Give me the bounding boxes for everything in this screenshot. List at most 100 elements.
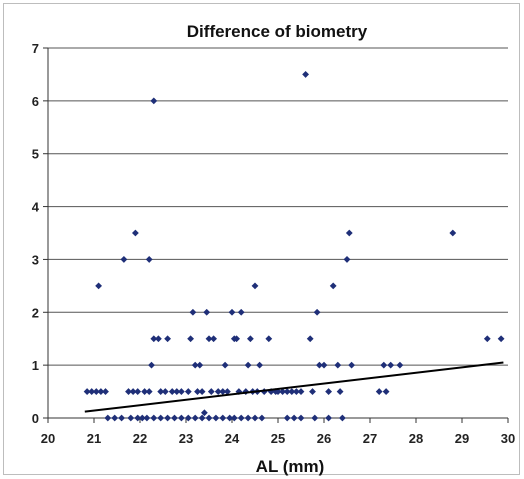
data-point (339, 414, 346, 422)
data-point (184, 388, 192, 395)
data-point (97, 388, 105, 395)
data-point (104, 414, 112, 422)
data-point (226, 414, 234, 422)
data-point (210, 335, 217, 343)
data-point (265, 335, 273, 343)
x-tick-label: 23 (179, 431, 193, 446)
x-tick-label: 30 (501, 431, 515, 446)
data-point (203, 308, 211, 316)
data-point (198, 388, 206, 395)
data-point (134, 414, 142, 422)
data-point (497, 335, 505, 343)
data-point (258, 414, 266, 422)
data-point (92, 388, 100, 395)
data-point (345, 229, 353, 237)
data-point (274, 388, 282, 395)
data-point (150, 335, 158, 343)
data-point (309, 388, 316, 395)
data-point (219, 388, 227, 395)
data-point (325, 414, 332, 422)
data-point (120, 256, 128, 263)
data-point (387, 361, 395, 369)
data-point (343, 256, 351, 263)
data-point (127, 414, 135, 422)
data-point (168, 388, 176, 395)
data-point (449, 229, 457, 237)
data-point (157, 414, 165, 422)
data-point (111, 414, 119, 422)
data-point (237, 414, 245, 422)
data-point (191, 414, 199, 422)
data-points (83, 71, 505, 422)
data-point (233, 335, 240, 343)
data-point (145, 256, 153, 263)
data-point (313, 308, 321, 316)
y-tick-label: 1 (32, 358, 39, 373)
data-point (187, 335, 194, 343)
data-point (95, 282, 102, 290)
data-point (198, 414, 206, 422)
gridlines (48, 47, 508, 366)
data-point (483, 335, 491, 343)
data-point (375, 388, 383, 395)
data-point (171, 414, 178, 422)
data-point (230, 414, 238, 422)
data-point (150, 414, 158, 422)
data-point (297, 388, 305, 395)
data-point (205, 335, 213, 343)
x-tick-label: 21 (87, 431, 101, 446)
data-point (288, 388, 296, 395)
data-point (251, 282, 259, 290)
data-point (279, 388, 286, 395)
y-tick-label: 0 (32, 411, 39, 426)
data-point (320, 361, 328, 369)
data-point (143, 414, 151, 422)
data-point (290, 414, 298, 422)
data-point (196, 361, 204, 369)
data-point (145, 388, 153, 395)
data-point (221, 361, 229, 369)
data-point (283, 414, 291, 422)
data-point (237, 308, 245, 316)
data-point (297, 414, 305, 422)
data-point (141, 388, 148, 395)
data-point (132, 229, 139, 237)
data-point (184, 414, 192, 422)
data-point (150, 97, 158, 105)
data-point (83, 388, 91, 395)
data-point (164, 414, 171, 422)
data-point (178, 388, 185, 395)
data-point (191, 361, 199, 369)
data-point (244, 361, 252, 369)
data-point (244, 414, 252, 422)
data-point (129, 388, 137, 395)
x-tick-label: 26 (317, 431, 331, 446)
y-tick-label: 2 (32, 305, 39, 320)
data-point (336, 388, 344, 395)
y-tick-label: 6 (32, 94, 39, 109)
data-point (382, 388, 390, 395)
x-tick-label: 24 (225, 431, 240, 446)
data-point (293, 388, 300, 395)
data-point (219, 414, 227, 422)
x-tick-label: 22 (133, 431, 147, 446)
data-point (194, 388, 201, 395)
data-point (348, 361, 355, 369)
data-point (224, 388, 231, 395)
data-point (247, 335, 254, 343)
data-point (207, 388, 215, 395)
x-tick-label: 27 (363, 431, 377, 446)
data-point (316, 361, 323, 369)
x-tick-labels: 20 21 22 23 24 25 26 27 28 29 30 (41, 431, 515, 446)
data-point (178, 414, 185, 422)
x-axis-label: AL (mm) (256, 457, 325, 476)
data-point (228, 308, 236, 316)
data-point (251, 414, 259, 422)
x-tick-label: 25 (271, 431, 285, 446)
data-point (173, 388, 181, 395)
data-point (157, 388, 165, 395)
trendline-group (84, 361, 504, 413)
data-point (201, 409, 208, 417)
data-point (148, 361, 155, 369)
